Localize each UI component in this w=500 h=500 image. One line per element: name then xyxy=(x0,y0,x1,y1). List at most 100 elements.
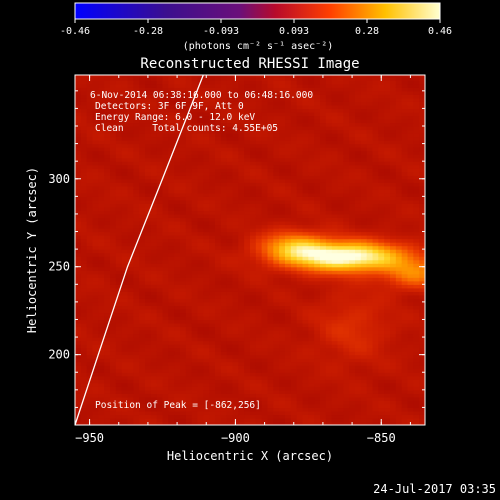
heatmap-cell xyxy=(156,118,164,124)
heatmap-cell xyxy=(290,312,298,317)
heatmap-cell xyxy=(296,213,304,219)
heatmap-cell xyxy=(320,259,327,264)
heatmap-cell xyxy=(232,368,239,373)
heatmap-cell xyxy=(355,287,362,292)
heatmap-cell xyxy=(290,249,298,254)
heatmap-cell xyxy=(215,400,222,405)
heatmap-cell xyxy=(203,87,210,92)
heatmap-cell xyxy=(121,224,129,229)
heatmap-cell xyxy=(185,333,193,338)
heatmap-cell xyxy=(168,273,175,278)
heatmap-cell xyxy=(180,287,187,292)
heatmap-cell xyxy=(255,312,263,317)
heatmap-cell xyxy=(273,157,280,162)
heatmap-cell xyxy=(80,273,88,278)
heatmap-cell xyxy=(273,189,280,194)
heatmap-cell xyxy=(308,396,315,401)
heatmap-cell xyxy=(197,347,204,352)
heatmap-cell xyxy=(220,76,228,81)
heatmap-cell xyxy=(203,140,210,145)
heatmap-cell xyxy=(279,161,286,166)
heatmap-cell xyxy=(325,259,333,264)
heatmap-cell xyxy=(360,340,368,345)
heatmap-cell xyxy=(238,97,245,102)
heatmap-cell xyxy=(238,199,245,204)
heatmap-cell xyxy=(150,76,158,81)
heatmap-cell xyxy=(209,164,216,169)
heatmap-cell xyxy=(174,136,181,141)
heatmap-cell xyxy=(320,340,327,345)
heatmap-cell xyxy=(255,171,263,176)
heatmap-cell xyxy=(215,185,222,190)
heatmap-cell xyxy=(139,220,146,226)
heatmap-cell xyxy=(115,330,123,335)
heatmap-cell xyxy=(209,157,216,162)
heatmap-cell xyxy=(127,154,134,159)
heatmap-cell xyxy=(308,421,315,425)
heatmap-cell xyxy=(162,379,169,384)
heatmap-cell xyxy=(220,358,228,363)
heatmap-cell xyxy=(168,83,175,88)
heatmap-cell xyxy=(302,386,309,391)
heatmap-cell xyxy=(215,407,222,412)
heatmap-cell xyxy=(121,161,129,166)
heatmap-cell xyxy=(314,196,321,201)
heatmap-cell xyxy=(133,224,140,229)
heatmap-cell xyxy=(115,147,123,152)
heatmap-cell xyxy=(279,396,286,401)
heatmap-cell xyxy=(185,312,193,317)
heatmap-cell xyxy=(80,129,88,134)
heatmap-cell xyxy=(139,333,146,338)
heatmap-cell xyxy=(337,270,344,275)
heatmap-cell xyxy=(191,393,199,398)
heatmap-cell xyxy=(279,410,286,416)
heatmap-cell xyxy=(80,284,88,289)
heatmap-cell xyxy=(191,126,199,131)
heatmap-cell xyxy=(226,305,234,310)
heatmap-cell xyxy=(320,337,327,342)
heatmap-cell xyxy=(343,101,350,106)
heatmap-cell xyxy=(355,280,362,285)
heatmap-cell xyxy=(150,192,158,197)
heatmap-cell xyxy=(156,157,164,162)
heatmap-cell xyxy=(133,182,140,187)
heatmap-cell xyxy=(331,122,339,127)
heatmap-cell xyxy=(75,354,82,359)
heatmap-cell xyxy=(255,287,263,292)
heatmap-cell xyxy=(296,305,304,310)
heatmap-cell xyxy=(203,333,210,338)
heatmap-cell xyxy=(174,164,181,169)
heatmap-cell xyxy=(220,266,228,271)
heatmap-cell xyxy=(162,185,169,190)
heatmap-cell xyxy=(80,203,88,208)
heatmap-cell xyxy=(343,217,350,222)
heatmap-cell xyxy=(197,115,204,120)
heatmap-cell xyxy=(98,199,105,204)
heatmap-cell xyxy=(255,175,263,180)
heatmap-cell xyxy=(156,386,164,391)
heatmap-cell xyxy=(139,249,146,254)
heatmap-cell xyxy=(75,168,82,173)
heatmap-cell xyxy=(302,171,309,176)
heatmap-cell xyxy=(121,326,129,331)
heatmap-cell xyxy=(80,75,88,78)
heatmap-cell xyxy=(180,97,187,102)
heatmap-cell xyxy=(314,122,321,127)
heatmap-cell xyxy=(238,192,245,197)
heatmap-cell xyxy=(267,161,274,166)
heatmap-cell xyxy=(232,284,239,289)
heatmap-cell xyxy=(191,122,199,127)
heatmap-cell xyxy=(115,94,123,99)
heatmap-cell xyxy=(104,171,111,176)
heatmap-cell xyxy=(115,164,123,169)
heatmap-cell xyxy=(250,101,257,106)
heatmap-cell xyxy=(215,259,222,264)
heatmap-cell xyxy=(296,372,304,377)
heatmap-cell xyxy=(267,101,274,106)
heatmap-cell xyxy=(331,136,339,141)
heatmap-cell xyxy=(92,400,99,405)
heatmap-cell xyxy=(244,410,251,416)
heatmap-cell xyxy=(92,136,99,141)
heatmap-cell xyxy=(139,115,146,120)
heatmap-cell xyxy=(296,396,304,401)
